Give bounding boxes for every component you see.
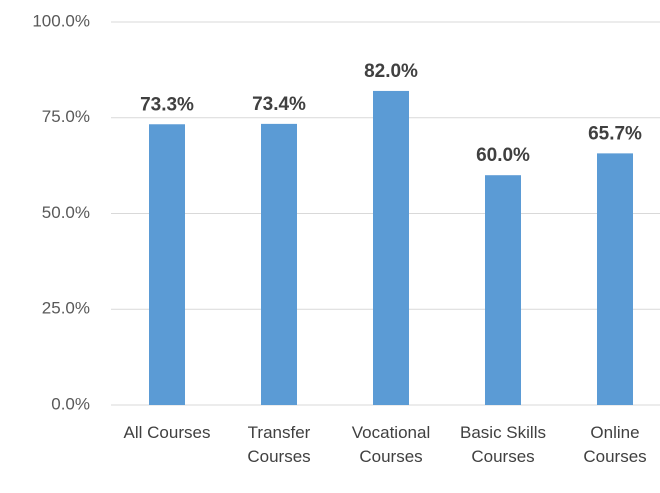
bar bbox=[485, 175, 521, 405]
y-tick-label: 0.0% bbox=[51, 394, 90, 413]
x-tick-label: Vocational Courses bbox=[351, 423, 431, 466]
y-tick-label: 75.0% bbox=[42, 107, 90, 126]
data-label: 73.4% bbox=[252, 94, 306, 115]
x-tick-label: Basic Skills Courses bbox=[460, 423, 546, 466]
y-tick-label: 50.0% bbox=[42, 203, 90, 222]
bar bbox=[373, 90, 409, 405]
data-label: 73.3% bbox=[140, 94, 194, 115]
data-label: 82.0% bbox=[364, 61, 418, 82]
x-tick-label: Online Courses bbox=[583, 423, 647, 466]
x-tick-label: All Courses bbox=[123, 423, 211, 442]
bar bbox=[149, 124, 185, 406]
y-tick-label: 100.0% bbox=[32, 11, 90, 30]
bar bbox=[261, 123, 297, 406]
data-label: 65.7% bbox=[588, 123, 642, 144]
data-label: 60.0% bbox=[476, 145, 530, 166]
x-tick-label: Transfer Courses bbox=[247, 423, 311, 466]
y-tick-label: 25.0% bbox=[42, 299, 90, 318]
bar bbox=[597, 153, 633, 405]
